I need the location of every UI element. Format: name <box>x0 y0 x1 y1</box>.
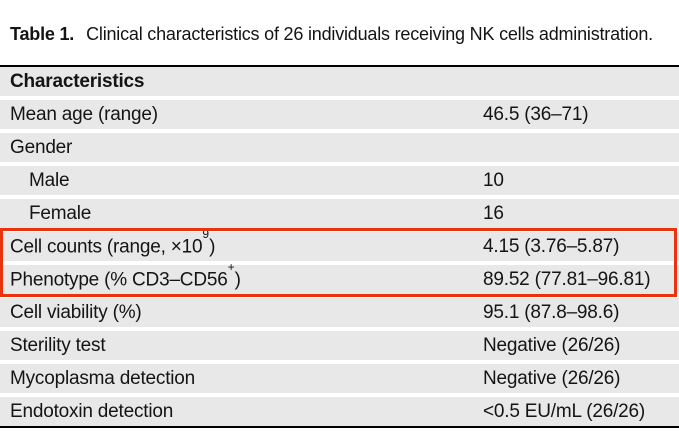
table-caption-number: Table 1. <box>10 24 75 44</box>
table-header-label: Characteristics <box>10 70 145 92</box>
row-label: Cell counts (range, ×109) <box>0 227 483 258</box>
row-label-text: Mycoplasma detection <box>10 367 196 389</box>
row-label-text: Cell viability (%) <box>10 301 142 323</box>
row-label: Gender <box>0 137 483 159</box>
row-label-text-after: ) <box>234 269 241 291</box>
row-value: 4.15 (3.76–5.87) <box>483 235 620 257</box>
row-label-text: Phenotype (% CD3–CD56 <box>10 269 228 291</box>
table-row-male: Male 10 <box>0 166 679 195</box>
table-row-endotoxin: Endotoxin detection <0.5 EU/mL (26/26) <box>0 397 679 426</box>
table-row-cell-viability: Cell viability (%) 95.1 (87.8–98.6) <box>0 298 679 327</box>
row-label-text: Cell counts (range, ×10 <box>10 236 203 258</box>
row-label: Cell viability (%) <box>0 302 483 324</box>
row-label-text: Male <box>29 169 70 191</box>
row-label-text: Mean age (range) <box>10 103 158 125</box>
row-label: Phenotype (% CD3–CD56+) <box>0 260 483 291</box>
row-label-text: Endotoxin detection <box>10 400 174 422</box>
row-label: Male <box>0 170 483 192</box>
row-value: 16 <box>483 202 504 224</box>
row-label-superscript: + <box>227 260 235 275</box>
row-label: Endotoxin detection <box>0 401 483 423</box>
row-label: Female <box>0 203 483 225</box>
table-row-cell-counts: Cell counts (range, ×109) 4.15 (3.76–5.8… <box>0 227 679 261</box>
row-value: Negative (26/26) <box>483 334 621 356</box>
table-row-mycoplasma: Mycoplasma detection Negative (26/26) <box>0 364 679 393</box>
row-label: Mean age (range) <box>0 104 483 126</box>
row-value: 95.1 (87.8–98.6) <box>483 301 620 323</box>
table-row-gender: Gender <box>0 133 679 162</box>
row-value: <0.5 EU/mL (26/26) <box>483 400 646 422</box>
row-label-superscript: 9 <box>202 227 210 242</box>
table-row-sterility-test: Sterility test Negative (26/26) <box>0 331 679 360</box>
row-value: Negative (26/26) <box>483 367 621 389</box>
table-row-phenotype: Phenotype (% CD3–CD56+) 89.52 (77.81–96.… <box>0 260 679 294</box>
table-header-row: Characteristics <box>0 67 679 96</box>
row-label-text: Gender <box>10 136 73 158</box>
row-label-text: Sterility test <box>10 334 106 356</box>
table-caption: Table 1. Clinical characteristics of 26 i… <box>10 23 655 46</box>
row-value: 89.52 (77.81–96.81) <box>483 268 651 290</box>
row-label: Sterility test <box>0 335 483 357</box>
row-value: 10 <box>483 169 504 191</box>
row-label-text: Female <box>29 202 92 224</box>
table-row-mean-age: Mean age (range) 46.5 (36–71) <box>0 100 679 129</box>
row-label-text-after: ) <box>209 236 216 258</box>
table-row-female: Female 16 <box>0 199 679 228</box>
characteristics-table: Characteristics Mean age (range) 46.5 (3… <box>0 65 679 428</box>
table-caption-text: Clinical characteristics of 26 individua… <box>86 24 653 44</box>
row-label: Mycoplasma detection <box>0 368 483 390</box>
row-value: 46.5 (36–71) <box>483 103 589 125</box>
